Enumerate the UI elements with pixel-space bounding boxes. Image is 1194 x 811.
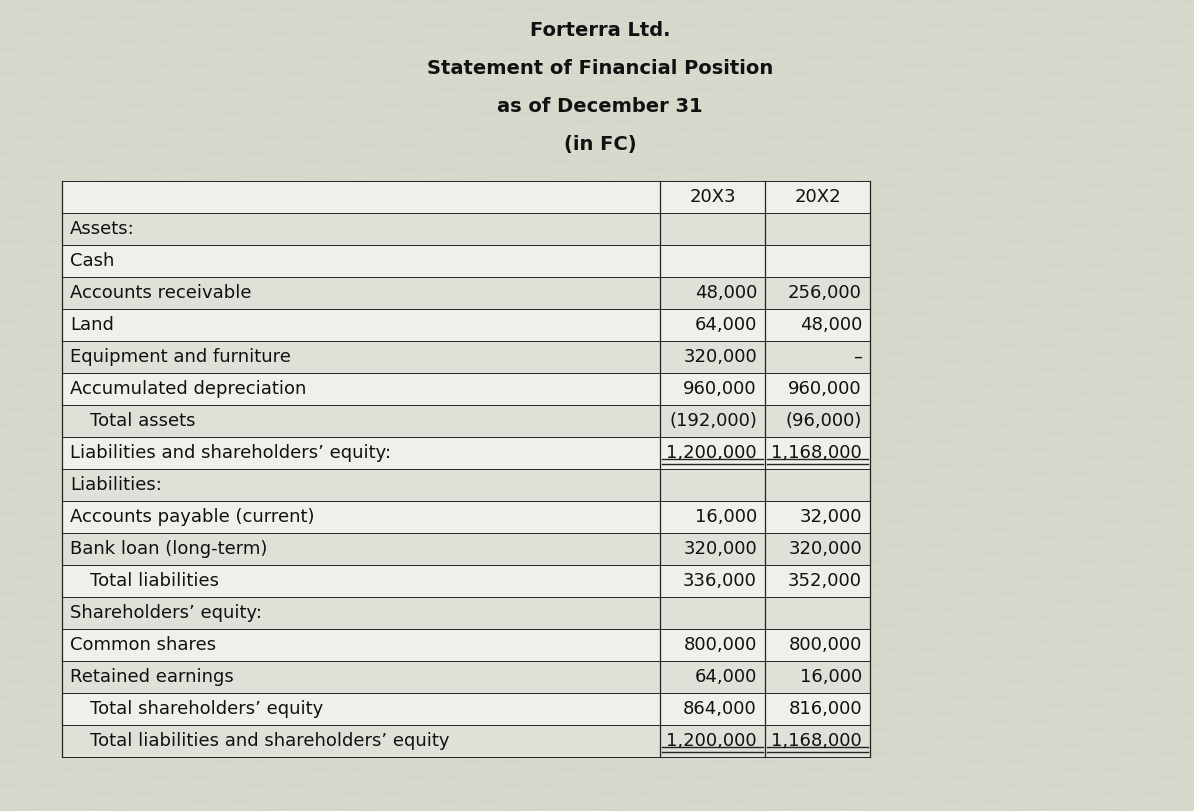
Text: Total liabilities: Total liabilities (90, 572, 219, 590)
Text: Accounts payable (current): Accounts payable (current) (70, 508, 314, 526)
Text: Cash: Cash (70, 252, 115, 270)
Text: Forterra Ltd.: Forterra Ltd. (530, 21, 670, 40)
Bar (62, 629, 870, 661)
Bar (62, 213, 870, 245)
Text: Total liabilities and shareholders’ equity: Total liabilities and shareholders’ equi… (90, 732, 449, 750)
Text: Accounts receivable: Accounts receivable (70, 284, 252, 302)
Bar (62, 277, 870, 309)
Text: 320,000: 320,000 (683, 540, 757, 558)
Text: Shareholders’ equity:: Shareholders’ equity: (70, 604, 261, 622)
Bar (62, 725, 870, 757)
Text: Liabilities and shareholders’ equity:: Liabilities and shareholders’ equity: (70, 444, 392, 462)
Text: 20X2: 20X2 (794, 188, 841, 206)
Text: 800,000: 800,000 (684, 636, 757, 654)
Bar (62, 565, 870, 597)
Text: 816,000: 816,000 (788, 700, 862, 718)
Text: 800,000: 800,000 (788, 636, 862, 654)
Bar (62, 373, 870, 405)
Text: 320,000: 320,000 (788, 540, 862, 558)
Text: Total assets: Total assets (90, 412, 196, 430)
Bar (62, 469, 870, 501)
Bar (62, 341, 870, 373)
Text: Common shares: Common shares (70, 636, 216, 654)
Bar (62, 181, 870, 213)
Bar (62, 437, 870, 469)
Text: Land: Land (70, 316, 113, 334)
Text: 32,000: 32,000 (800, 508, 862, 526)
Text: Equipment and furniture: Equipment and furniture (70, 348, 291, 366)
Text: 960,000: 960,000 (683, 380, 757, 398)
Text: (96,000): (96,000) (786, 412, 862, 430)
Text: 64,000: 64,000 (695, 668, 757, 686)
Text: Total shareholders’ equity: Total shareholders’ equity (90, 700, 324, 718)
Bar (62, 693, 870, 725)
Text: 256,000: 256,000 (788, 284, 862, 302)
Text: (in FC): (in FC) (564, 135, 636, 154)
Text: 48,000: 48,000 (800, 316, 862, 334)
Bar (62, 533, 870, 565)
Text: 16,000: 16,000 (800, 668, 862, 686)
Text: as of December 31: as of December 31 (497, 97, 703, 116)
Text: Liabilities:: Liabilities: (70, 476, 162, 494)
Text: 960,000: 960,000 (788, 380, 862, 398)
Text: 352,000: 352,000 (788, 572, 862, 590)
Text: –: – (853, 348, 862, 366)
Text: Bank loan (long-term): Bank loan (long-term) (70, 540, 267, 558)
Text: 1,168,000: 1,168,000 (771, 444, 862, 462)
Bar (62, 245, 870, 277)
Bar (62, 309, 870, 341)
Bar (62, 661, 870, 693)
Bar (62, 597, 870, 629)
Text: 1,200,000: 1,200,000 (666, 732, 757, 750)
Text: Accumulated depreciation: Accumulated depreciation (70, 380, 307, 398)
Text: 320,000: 320,000 (683, 348, 757, 366)
Text: Assets:: Assets: (70, 220, 135, 238)
Text: 16,000: 16,000 (695, 508, 757, 526)
Text: 48,000: 48,000 (695, 284, 757, 302)
Bar (62, 501, 870, 533)
Bar (62, 405, 870, 437)
Text: 20X3: 20X3 (689, 188, 736, 206)
Text: 864,000: 864,000 (683, 700, 757, 718)
Text: Retained earnings: Retained earnings (70, 668, 234, 686)
Text: 64,000: 64,000 (695, 316, 757, 334)
Text: 336,000: 336,000 (683, 572, 757, 590)
Text: Statement of Financial Position: Statement of Financial Position (427, 59, 774, 78)
Text: (192,000): (192,000) (669, 412, 757, 430)
Text: 1,200,000: 1,200,000 (666, 444, 757, 462)
Text: 1,168,000: 1,168,000 (771, 732, 862, 750)
